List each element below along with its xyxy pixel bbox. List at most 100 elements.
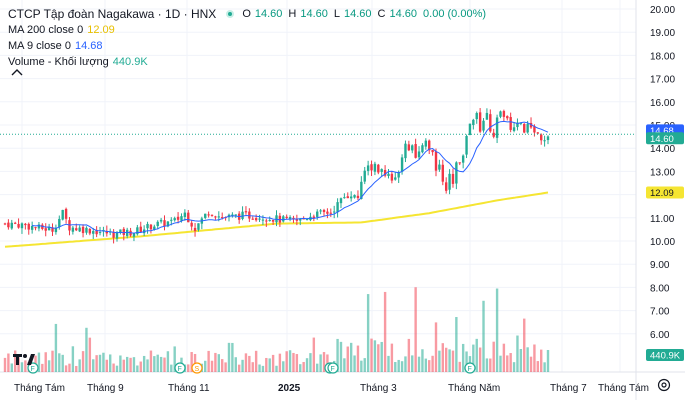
volume-bar xyxy=(397,359,400,372)
settings-icon[interactable] xyxy=(657,378,671,392)
candle-body xyxy=(529,122,533,128)
candle-body xyxy=(540,134,543,141)
tradingview-logo[interactable] xyxy=(12,351,38,369)
candle-body xyxy=(244,211,248,213)
volume-bar xyxy=(455,317,458,372)
candle-body xyxy=(380,169,383,172)
candle-body xyxy=(51,227,54,232)
candle-body xyxy=(499,111,502,117)
volume-bar xyxy=(305,358,309,372)
candle-body xyxy=(20,223,24,229)
volume-bar xyxy=(458,361,461,372)
candle-body xyxy=(41,224,44,229)
time-axis[interactable]: Tháng Tám Tháng 9 Tháng 11 2025 Tháng 3 Tháng… xyxy=(14,383,649,394)
volume-bar xyxy=(421,349,424,372)
candle-body xyxy=(102,229,105,231)
volume-bar xyxy=(431,355,434,372)
price-badge xyxy=(646,349,684,361)
volume-bar xyxy=(519,349,523,372)
candle-body xyxy=(190,222,193,227)
volume-bar xyxy=(85,327,88,372)
time-tick-label: 2025 xyxy=(278,383,301,394)
candle-body xyxy=(349,196,353,199)
candle-body xyxy=(173,218,176,221)
candle-body xyxy=(502,111,506,117)
price-tick-label: 7.00 xyxy=(650,307,670,318)
legend-volume-row[interactable]: Volume - Khối lượng 440.9K xyxy=(8,54,488,70)
volume-bar xyxy=(98,354,102,372)
volume-bar xyxy=(217,354,221,372)
volume-bar xyxy=(373,340,377,372)
volume-bar xyxy=(506,355,509,372)
candle-body xyxy=(88,229,92,234)
candle-body xyxy=(17,223,20,228)
volume-bar xyxy=(92,359,95,372)
volume-bar xyxy=(349,342,353,372)
volume-bar xyxy=(390,343,394,372)
volume-bar xyxy=(316,363,319,372)
ma9-path xyxy=(32,120,549,234)
ohlc-l-value: 14.60 xyxy=(344,8,372,20)
candle-body xyxy=(356,195,360,199)
legend-ma9-row[interactable]: MA 9 close 0 14.68 xyxy=(8,38,488,54)
volume-bar xyxy=(448,349,451,372)
candle-body xyxy=(176,216,180,220)
time-tick-label: Tháng Tám xyxy=(14,383,65,394)
volume-bar xyxy=(540,349,543,372)
volume-bar xyxy=(139,361,142,372)
volume-bar xyxy=(142,355,146,372)
candle-body xyxy=(312,216,316,219)
candle-body xyxy=(458,162,461,164)
candle-body xyxy=(506,116,509,119)
volume-bar xyxy=(411,355,414,372)
candle-body xyxy=(461,155,465,163)
ohlc-l-key: L xyxy=(333,8,341,20)
ohlc-c-key: C xyxy=(377,8,386,20)
event-marker-label: F xyxy=(31,366,35,373)
chevron-up-icon[interactable] xyxy=(10,66,24,78)
symbol-title[interactable]: CTCP Tập đoàn Nagakawa · 1D · HNX xyxy=(8,7,217,21)
price-tick-label: 16.00 xyxy=(650,98,675,109)
price-axis[interactable]: 20.0019.0018.0017.0016.0015.0014.0013.00… xyxy=(650,5,675,341)
candle-body xyxy=(319,210,322,212)
volume-bar xyxy=(543,362,546,372)
candle-body xyxy=(404,143,407,159)
volume-bar xyxy=(434,322,438,372)
volume-bar xyxy=(482,300,485,372)
price-tick-label: 10.00 xyxy=(650,237,675,248)
time-tick-label: Tháng 9 xyxy=(87,383,124,394)
event-marker-icon[interactable] xyxy=(174,362,186,374)
volume-bar xyxy=(465,351,468,372)
event-marker-icon[interactable] xyxy=(327,362,339,374)
volume-bar xyxy=(227,342,231,372)
candle-body xyxy=(119,229,122,233)
volume-bar xyxy=(285,351,288,372)
event-marker-icon[interactable] xyxy=(464,362,476,374)
candle-body xyxy=(482,120,485,131)
candle-body xyxy=(512,127,516,131)
candle-body xyxy=(523,123,526,133)
volume-bar xyxy=(207,350,210,372)
event-marker-icon[interactable] xyxy=(191,362,203,374)
volume-bar xyxy=(44,352,47,372)
ma200-label: MA 200 close 0 xyxy=(8,24,84,36)
candle-body xyxy=(153,226,156,230)
volume-bar xyxy=(153,356,156,372)
price-badge-label: 440.9K xyxy=(650,351,681,362)
candle-body xyxy=(516,122,519,128)
event-marker-icon[interactable] xyxy=(27,362,39,374)
volume-bar xyxy=(407,338,411,372)
volume-bar xyxy=(210,360,214,372)
volume-bar xyxy=(295,354,299,372)
candle-body xyxy=(448,173,451,190)
candle-body xyxy=(285,216,288,218)
legend-ma200-row[interactable]: MA 200 close 0 12.09 xyxy=(8,22,488,38)
candle-body xyxy=(363,170,366,182)
candle-body xyxy=(343,197,346,199)
volume-bar xyxy=(102,352,105,372)
volume-bar xyxy=(64,365,68,372)
candle-body xyxy=(489,114,492,132)
